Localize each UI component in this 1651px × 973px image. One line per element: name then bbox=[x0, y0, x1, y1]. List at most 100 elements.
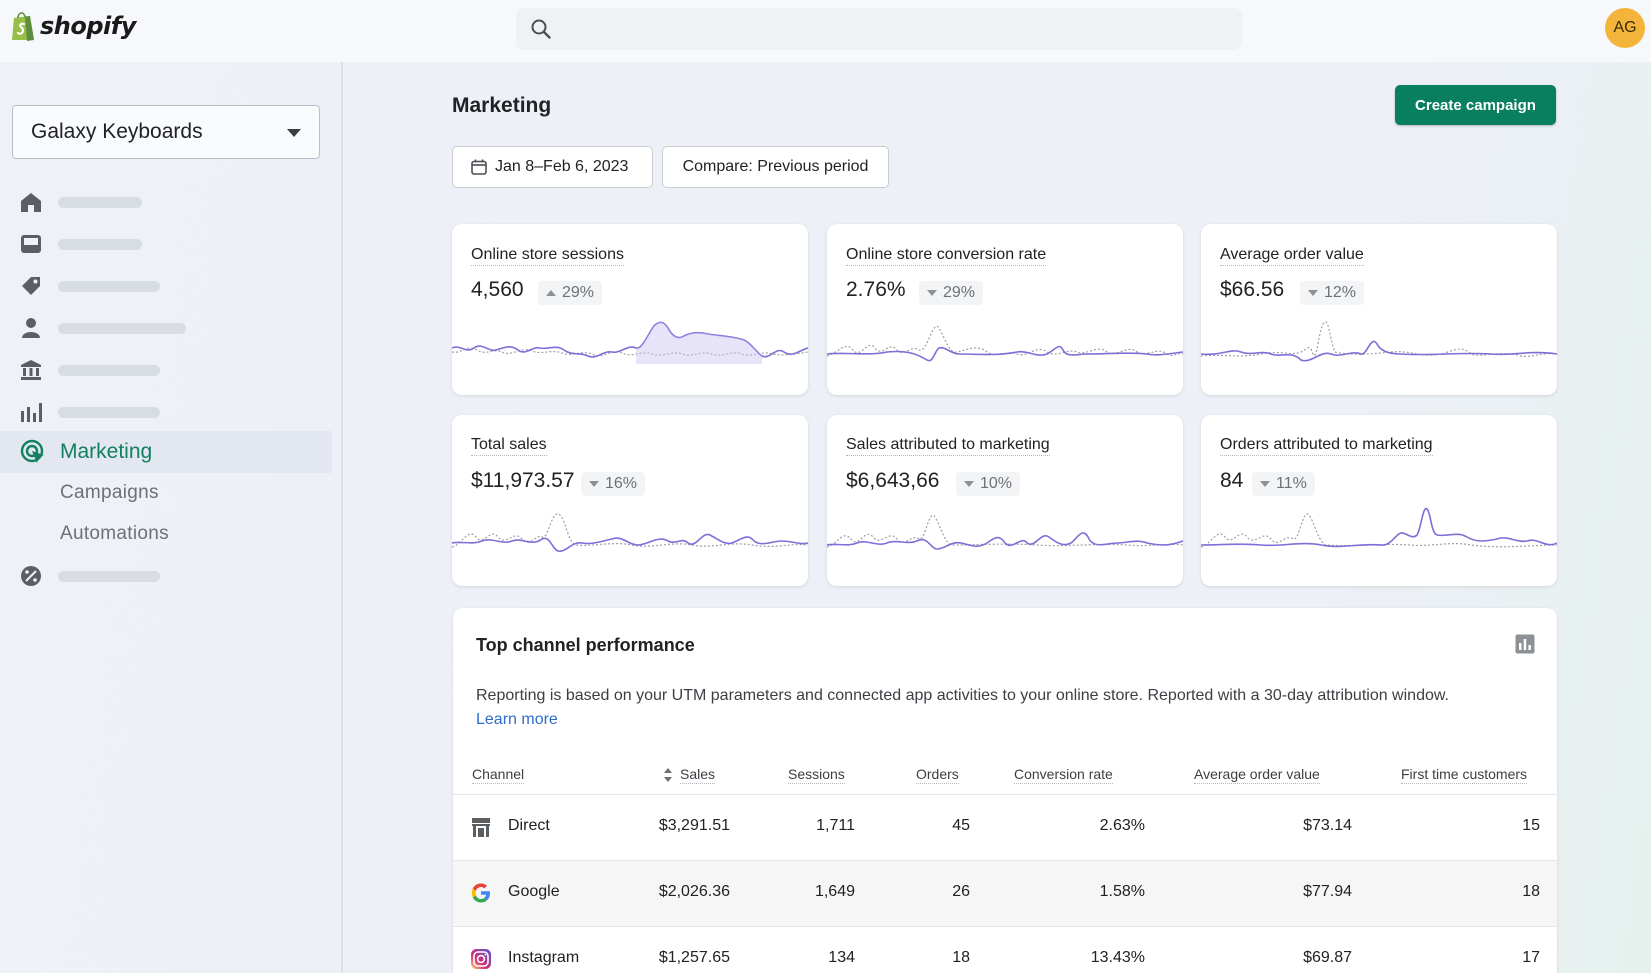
bar-chart-icon bbox=[21, 403, 42, 422]
aov-value: $69.87 bbox=[1303, 949, 1352, 966]
metric-value: 84 bbox=[1220, 469, 1244, 492]
conversion-value: 1.58% bbox=[1099, 883, 1145, 900]
first-time-value: 15 bbox=[1522, 817, 1540, 834]
panel-description: Reporting is based on your UTM parameter… bbox=[476, 687, 1449, 728]
table-row[interactable]: Instagram $1,257.65 134 18 13.43% $69.87… bbox=[453, 927, 1557, 973]
metric-change-badge: 11% bbox=[1252, 472, 1315, 496]
metric-card-conversion-rate[interactable]: Online store conversion rate 2.76% 29% bbox=[827, 224, 1183, 395]
sparkline-chart bbox=[1201, 321, 1557, 362]
nav-placeholder bbox=[58, 406, 160, 418]
metric-card-total-sales[interactable]: Total sales $11,973.57 16% bbox=[452, 415, 808, 586]
column-header-orders[interactable]: Orders bbox=[916, 766, 959, 784]
trend-down-icon bbox=[1308, 290, 1318, 296]
discount-icon bbox=[21, 566, 41, 586]
table-row[interactable]: Google $2,026.36 1,649 26 1.58% $77.94 1… bbox=[453, 861, 1557, 927]
top-bar: shopify AG bbox=[0, 0, 1651, 62]
first-time-value: 18 bbox=[1522, 883, 1540, 900]
sales-value: $1,257.65 bbox=[658, 949, 730, 966]
orders-value: 18 bbox=[952, 949, 970, 966]
nav-placeholder bbox=[58, 196, 142, 208]
metric-value: $66.56 bbox=[1220, 278, 1285, 301]
column-header-channel[interactable]: Channel bbox=[472, 766, 525, 784]
sidebar: Galaxy Keyboards Marketing Campaigns Aut… bbox=[0, 62, 343, 973]
sidebar-item-label: Marketing bbox=[60, 440, 153, 463]
sidebar-item-customers[interactable] bbox=[20, 313, 186, 343]
sidebar-item-automations[interactable]: Automations bbox=[60, 523, 169, 544]
nav-placeholder bbox=[58, 280, 160, 292]
tag-icon bbox=[22, 277, 40, 295]
channel-name: Google bbox=[508, 883, 560, 900]
nav-placeholder bbox=[58, 364, 160, 376]
metric-title: Orders attributed to marketing bbox=[1220, 436, 1433, 456]
search-icon bbox=[531, 19, 551, 39]
store-name: Galaxy Keyboards bbox=[31, 120, 203, 143]
sidebar-item-products[interactable] bbox=[20, 271, 160, 301]
metric-title: Average order value bbox=[1220, 246, 1364, 266]
avatar[interactable]: AG bbox=[1605, 8, 1645, 48]
column-header-conversion-rate[interactable]: Conversion rate bbox=[1014, 766, 1113, 784]
first-time-value: 17 bbox=[1522, 949, 1540, 966]
metric-change-badge: 16% bbox=[581, 472, 646, 496]
sales-value: $3,291.51 bbox=[658, 817, 730, 834]
conversion-value: 2.63% bbox=[1099, 817, 1145, 834]
column-header-average-order-value[interactable]: Average order value bbox=[1194, 766, 1320, 784]
create-campaign-button[interactable]: Create campaign bbox=[1395, 85, 1556, 125]
trend-up-icon bbox=[546, 290, 556, 296]
orders-value: 26 bbox=[952, 883, 970, 900]
metric-value: $6,643,66 bbox=[846, 469, 940, 492]
bank-icon bbox=[21, 360, 41, 380]
channel-name: Instagram bbox=[508, 949, 580, 966]
compare-period-button[interactable]: Compare: Previous period bbox=[662, 146, 889, 188]
sidebar-item-analytics[interactable] bbox=[20, 397, 160, 427]
sidebar-item-campaigns[interactable]: Campaigns bbox=[60, 482, 159, 503]
metric-title: Total sales bbox=[471, 436, 547, 456]
trend-down-icon bbox=[589, 481, 599, 487]
metric-card-sales-attributed[interactable]: Sales attributed to marketing $6,643,66 … bbox=[827, 415, 1183, 586]
column-header-first-time-customers[interactable]: First time customers bbox=[1401, 766, 1528, 784]
metric-value: 2.76% bbox=[846, 278, 906, 301]
metric-change-badge: 12% bbox=[1300, 281, 1365, 305]
nav-placeholder bbox=[58, 570, 160, 582]
instagram-icon bbox=[471, 949, 491, 969]
channel-name: Direct bbox=[508, 817, 550, 834]
metric-card-sessions[interactable]: Online store sessions 4,560 29% bbox=[452, 224, 808, 395]
metric-change-badge: 10% bbox=[956, 472, 1021, 496]
home-icon bbox=[21, 193, 41, 212]
metric-change-badge: 29% bbox=[919, 281, 984, 305]
store-selector[interactable]: Galaxy Keyboards bbox=[12, 105, 320, 159]
inbox-icon bbox=[21, 235, 41, 253]
learn-more-link[interactable]: Learn more bbox=[476, 711, 558, 728]
shopify-wordmark: shopify bbox=[40, 12, 136, 40]
sort-icon[interactable] bbox=[663, 768, 673, 787]
bar-chart-icon[interactable] bbox=[1515, 634, 1535, 654]
panel-title: Top channel performance bbox=[476, 635, 695, 655]
aov-value: $77.94 bbox=[1303, 883, 1352, 900]
sidebar-item-finances[interactable] bbox=[20, 355, 160, 385]
sales-value: $2,026.36 bbox=[658, 883, 730, 900]
sidebar-item-home[interactable] bbox=[20, 187, 142, 217]
column-header-sessions[interactable]: Sessions bbox=[788, 766, 845, 784]
divider bbox=[453, 794, 1557, 795]
metric-card-average-order-value[interactable]: Average order value $66.56 12% bbox=[1201, 224, 1557, 395]
sparkline-chart bbox=[827, 514, 1183, 550]
sessions-value: 1,649 bbox=[814, 883, 855, 900]
sparkline-chart bbox=[452, 321, 808, 364]
table-row[interactable]: Direct $3,291.51 1,711 45 2.63% $73.14 1… bbox=[453, 795, 1557, 861]
metric-title: Online store sessions bbox=[471, 246, 624, 266]
date-range-picker[interactable]: Jan 8–Feb 6, 2023 bbox=[452, 146, 653, 188]
conversion-value: 13.43% bbox=[1090, 949, 1145, 966]
metric-card-orders-attributed[interactable]: Orders attributed to marketing 84 11% bbox=[1201, 415, 1557, 586]
store-icon bbox=[472, 818, 490, 837]
search-input[interactable] bbox=[516, 8, 1242, 50]
column-header-sales[interactable]: Sales bbox=[680, 766, 716, 784]
metric-title: Sales attributed to marketing bbox=[846, 436, 1050, 456]
sparkline-chart bbox=[452, 513, 808, 552]
sessions-value: 134 bbox=[828, 949, 855, 966]
nav-placeholder bbox=[58, 322, 186, 334]
sidebar-item-discounts[interactable] bbox=[20, 561, 160, 591]
sidebar-item-marketing[interactable]: Marketing bbox=[0, 431, 332, 473]
sidebar-item-orders[interactable] bbox=[20, 229, 142, 259]
trend-down-icon bbox=[964, 481, 974, 487]
trend-down-icon bbox=[1260, 481, 1270, 487]
shopify-logo[interactable]: shopify bbox=[10, 10, 136, 42]
